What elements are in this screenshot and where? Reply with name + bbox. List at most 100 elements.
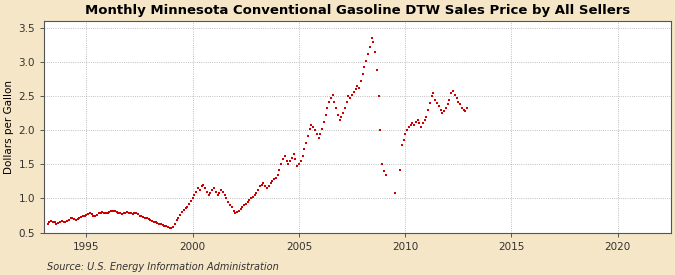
Point bbox=[329, 99, 340, 104]
Point bbox=[104, 210, 115, 214]
Point bbox=[252, 188, 263, 192]
Point bbox=[308, 125, 319, 129]
Point bbox=[83, 212, 94, 216]
Point bbox=[161, 224, 171, 229]
Point bbox=[433, 104, 444, 109]
Point bbox=[362, 52, 373, 56]
Point bbox=[283, 162, 294, 167]
Point bbox=[209, 186, 219, 190]
Point bbox=[120, 211, 131, 215]
Point bbox=[191, 189, 202, 194]
Point bbox=[458, 108, 469, 112]
Point bbox=[242, 200, 253, 204]
Point bbox=[348, 90, 359, 94]
Point bbox=[58, 219, 69, 224]
Point bbox=[432, 101, 443, 105]
Point bbox=[86, 212, 97, 216]
Point bbox=[124, 211, 134, 215]
Point bbox=[198, 183, 209, 187]
Point bbox=[441, 106, 452, 111]
Point bbox=[214, 191, 225, 195]
Point bbox=[251, 191, 262, 195]
Point bbox=[276, 162, 287, 167]
Point bbox=[217, 189, 228, 194]
Point bbox=[300, 140, 311, 145]
Point bbox=[122, 210, 133, 214]
Point bbox=[168, 225, 179, 229]
Point bbox=[396, 143, 407, 147]
Point bbox=[92, 213, 103, 217]
Point bbox=[412, 118, 423, 122]
Point bbox=[132, 212, 143, 216]
Point bbox=[319, 120, 329, 124]
Point bbox=[394, 167, 405, 172]
Point bbox=[72, 217, 83, 221]
Point bbox=[80, 213, 90, 218]
Point bbox=[99, 211, 109, 215]
Point bbox=[334, 118, 345, 122]
Point bbox=[333, 113, 344, 117]
Point bbox=[126, 211, 136, 216]
Point bbox=[315, 131, 325, 136]
Point bbox=[439, 109, 450, 113]
Point bbox=[419, 118, 430, 122]
Point bbox=[182, 204, 193, 209]
Point bbox=[357, 72, 368, 76]
Point bbox=[232, 210, 242, 214]
Point bbox=[407, 121, 418, 126]
Point bbox=[404, 125, 414, 129]
Point bbox=[249, 193, 260, 197]
Point bbox=[265, 181, 276, 186]
Point bbox=[248, 195, 259, 199]
Point bbox=[416, 125, 427, 129]
Point bbox=[117, 212, 128, 216]
Point bbox=[140, 215, 151, 220]
Point bbox=[171, 218, 182, 222]
Point bbox=[211, 189, 221, 194]
Point bbox=[55, 220, 65, 224]
Point bbox=[285, 159, 296, 163]
Point bbox=[228, 208, 239, 213]
Point bbox=[212, 193, 223, 197]
Point bbox=[61, 219, 72, 223]
Point bbox=[271, 176, 281, 180]
Point bbox=[380, 172, 391, 177]
Point bbox=[155, 222, 166, 227]
Point bbox=[377, 162, 387, 167]
Point bbox=[306, 123, 317, 127]
Point bbox=[106, 209, 117, 214]
Point bbox=[295, 159, 306, 163]
Point bbox=[455, 102, 466, 106]
Point bbox=[361, 59, 372, 63]
Point bbox=[225, 203, 236, 207]
Point bbox=[343, 94, 354, 98]
Point bbox=[437, 111, 448, 116]
Point bbox=[63, 218, 74, 222]
Point bbox=[322, 106, 333, 111]
Point bbox=[368, 39, 379, 44]
Point bbox=[165, 226, 176, 230]
Point bbox=[379, 169, 389, 173]
Point bbox=[304, 127, 315, 131]
Point bbox=[129, 211, 140, 216]
Point bbox=[207, 188, 217, 192]
Point bbox=[157, 223, 168, 227]
Point bbox=[402, 128, 412, 133]
Point bbox=[219, 193, 230, 197]
Point bbox=[367, 36, 377, 40]
Point bbox=[277, 157, 288, 161]
Point bbox=[256, 183, 267, 187]
Point bbox=[81, 213, 92, 217]
Point bbox=[184, 202, 194, 206]
Point bbox=[51, 221, 61, 226]
Point bbox=[67, 215, 78, 220]
Point bbox=[186, 199, 196, 204]
Point bbox=[370, 50, 381, 54]
Point bbox=[453, 99, 464, 104]
Point bbox=[260, 184, 271, 188]
Point bbox=[93, 211, 104, 216]
Point bbox=[320, 113, 331, 117]
Point bbox=[262, 186, 273, 190]
Point bbox=[354, 86, 364, 90]
Point bbox=[46, 219, 57, 223]
